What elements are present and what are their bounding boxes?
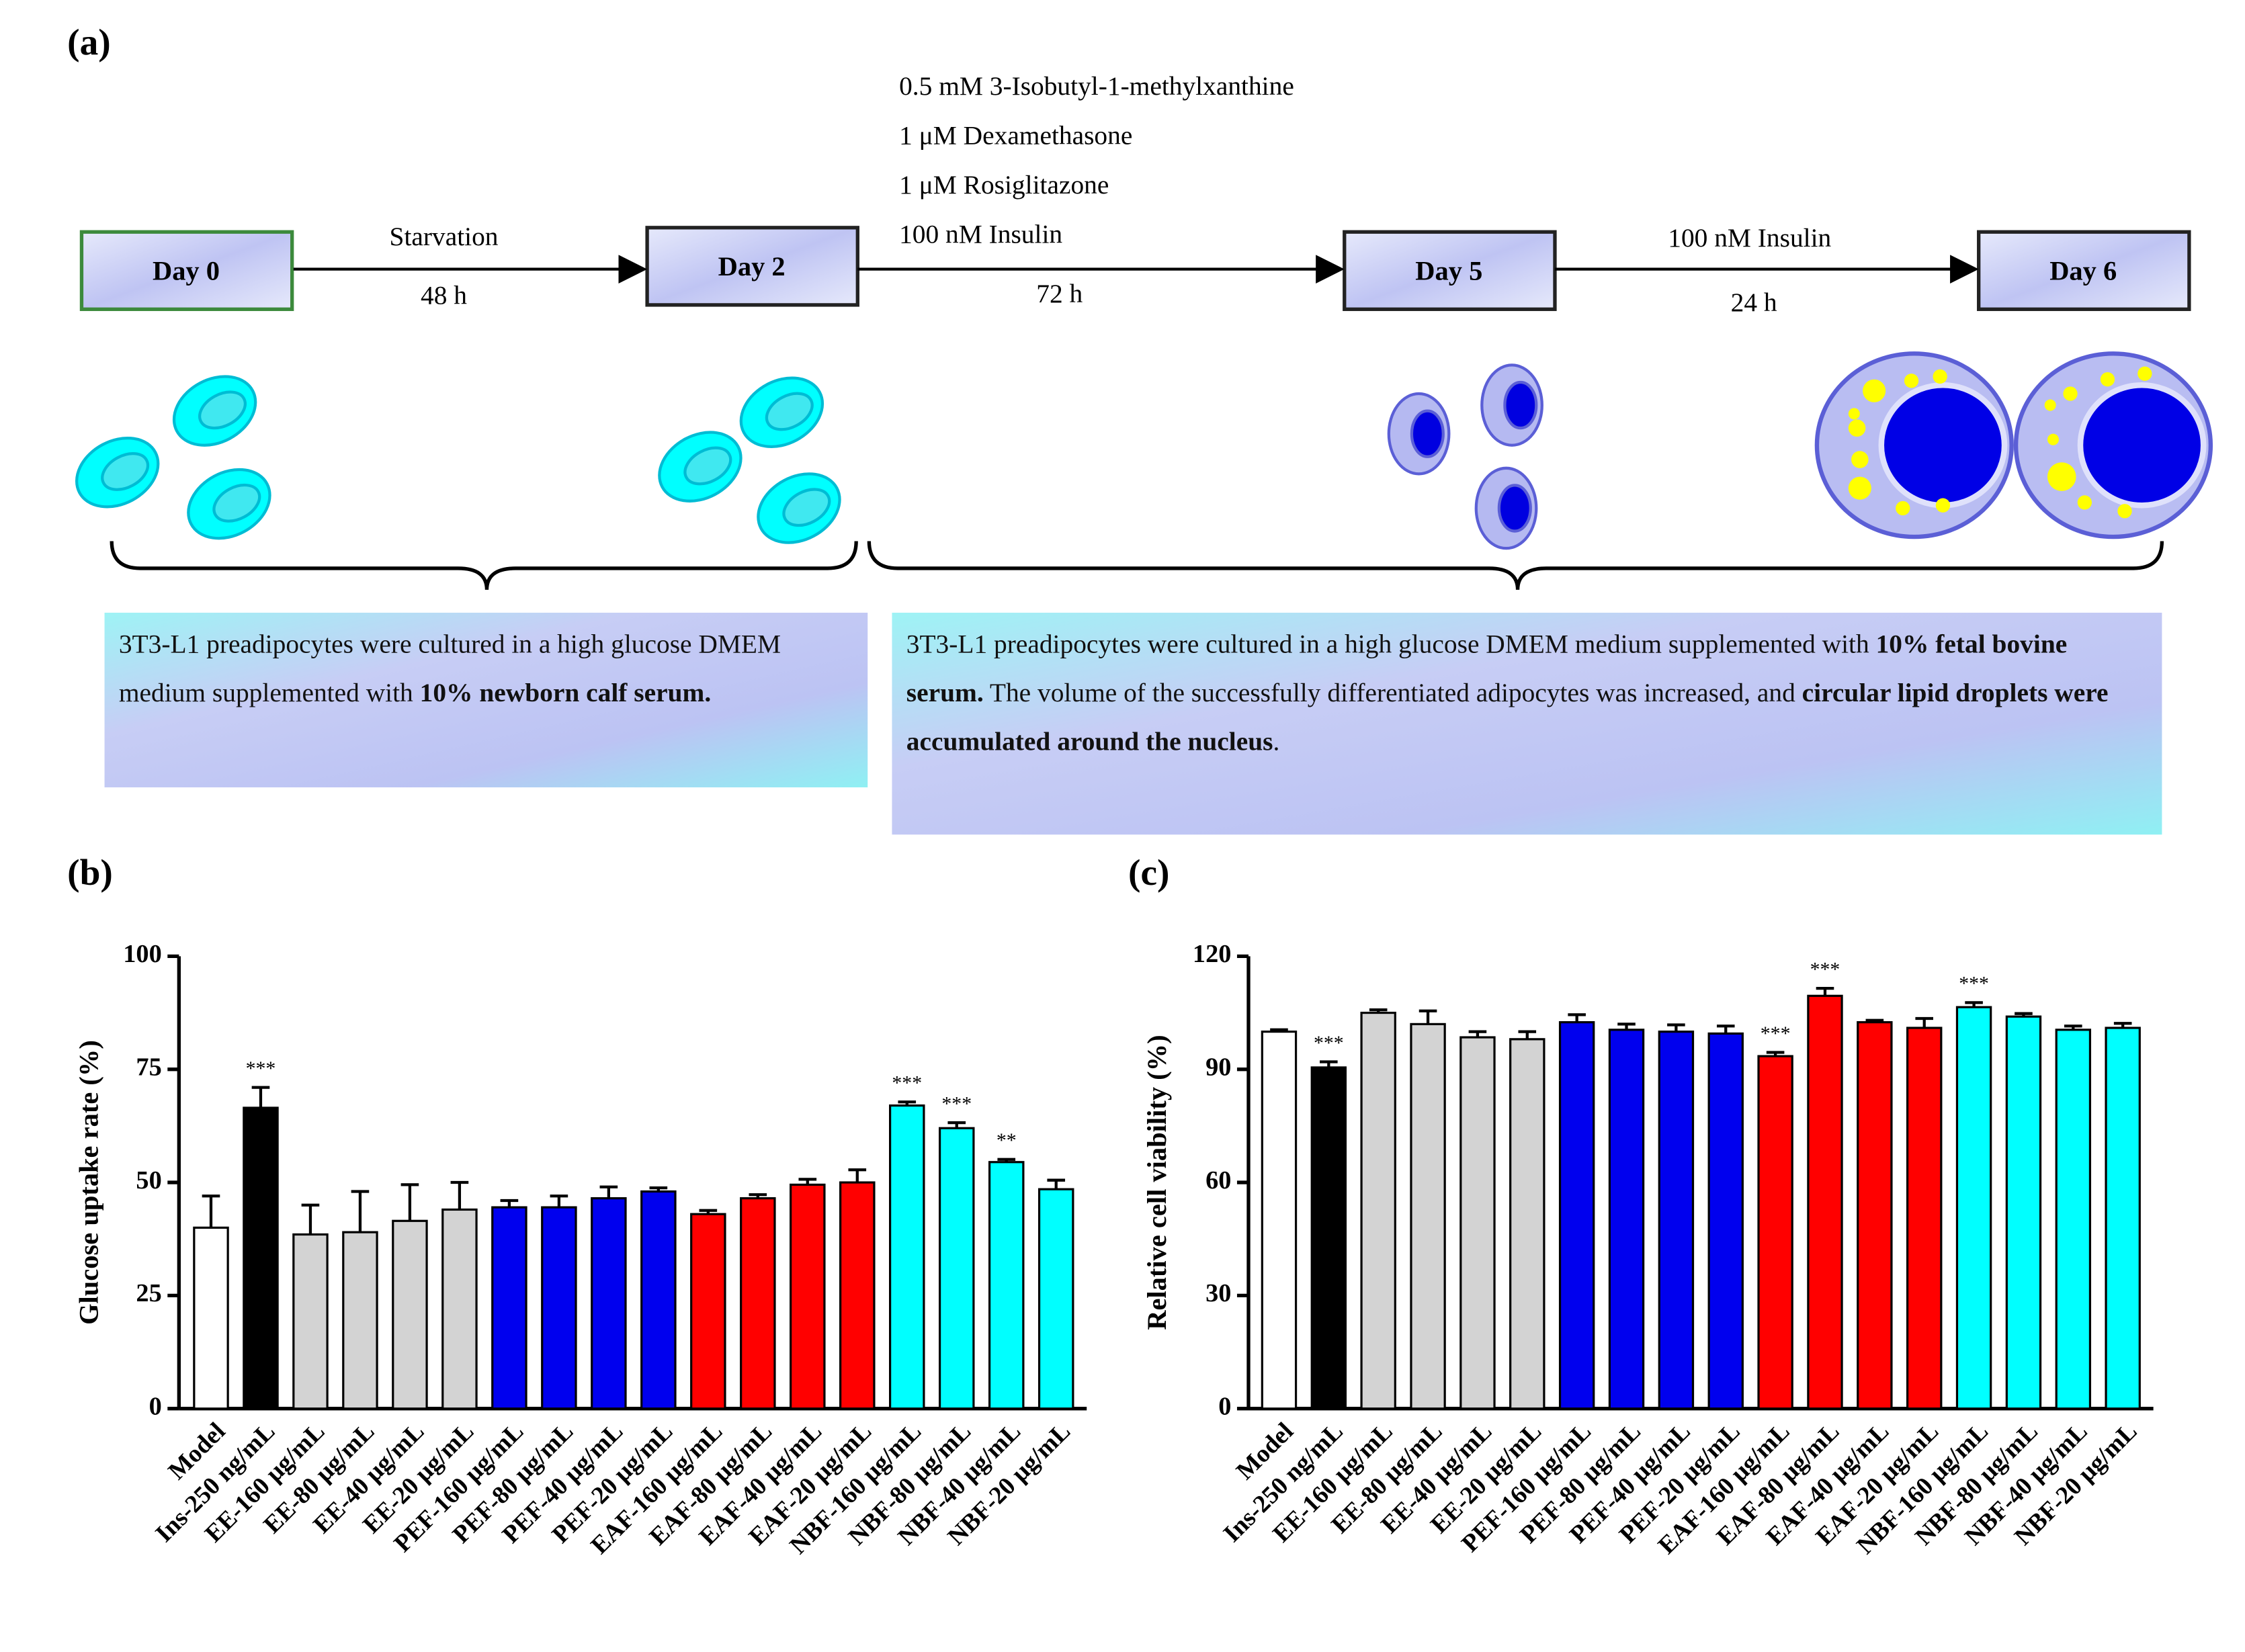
bar <box>1757 1055 1793 1410</box>
bar <box>938 1127 975 1410</box>
step-duration: 72 h <box>1036 279 1083 308</box>
significance-label: *** <box>1761 1023 1791 1045</box>
day-label: Day 2 <box>718 251 786 281</box>
y-tick-label: 0 <box>1218 1393 1231 1421</box>
note-box <box>892 613 2162 835</box>
cells-adipocyte <box>1814 351 2213 539</box>
bar <box>1608 1029 1645 1410</box>
bar <box>988 1161 1025 1410</box>
bar <box>591 1197 627 1410</box>
step-duration: 24 h <box>1731 288 1777 317</box>
y-axis-label: Relative cell viability (%) <box>1142 1035 1172 1330</box>
bar <box>640 1190 677 1410</box>
bar <box>1906 1027 1943 1410</box>
bar <box>2055 1029 2092 1410</box>
y-tick-label: 25 <box>136 1279 161 1307</box>
bar <box>690 1213 726 1410</box>
bar <box>1037 1188 1074 1410</box>
bar <box>1807 994 1843 1410</box>
note-run: 3T3-L1 preadipocytes were cultured in a … <box>906 631 1876 660</box>
significance-label: *** <box>1314 1032 1344 1054</box>
note-text: 3T3-L1 preadipocytes were cultured in a … <box>105 615 868 724</box>
bar <box>2005 1015 2042 1410</box>
panel-label: (b) <box>67 852 113 893</box>
significance-label: *** <box>892 1072 922 1094</box>
note: 3T3-L1 preadipocytes were cultured in a … <box>105 615 868 724</box>
y-tick-label: 50 <box>136 1166 161 1194</box>
bar <box>243 1106 279 1410</box>
note-run: 10% newborn calf serum. <box>419 680 712 709</box>
significance-label: *** <box>941 1092 972 1115</box>
y-tick-label: 100 <box>123 940 162 968</box>
bar <box>441 1208 478 1410</box>
bar <box>193 1226 229 1410</box>
bar <box>889 1104 925 1410</box>
significance-label: *** <box>1810 958 1840 980</box>
bar <box>292 1233 329 1410</box>
y-tick-label: 75 <box>136 1053 161 1082</box>
bar <box>1459 1036 1496 1410</box>
y-axis-label: Glucose uptake rate (%) <box>74 1040 104 1325</box>
brace <box>867 541 2164 591</box>
bar <box>1360 1011 1396 1410</box>
bar <box>392 1219 428 1410</box>
note: 3T3-L1 preadipocytes were cultured in a … <box>892 615 2162 773</box>
y-tick-label: 60 <box>1205 1166 1231 1194</box>
note-box <box>104 613 868 787</box>
step-condition: Starvation <box>390 222 499 251</box>
significance-label: ** <box>997 1129 1017 1151</box>
step-condition: 100 nM Insulin <box>1668 223 1831 253</box>
brace <box>110 541 858 591</box>
note-run: 10% fetal bovine serum. <box>906 631 2068 709</box>
step-condition: 100 nM Insulin <box>899 220 1062 249</box>
note-run: circular lipid droplets were accumulated… <box>906 680 2109 758</box>
day-box <box>1977 230 2191 311</box>
significance-label: *** <box>246 1057 276 1080</box>
bar <box>1410 1023 1446 1410</box>
bar <box>1261 1031 1298 1410</box>
cells-differentiating <box>1387 363 1543 550</box>
note-run: . <box>1273 728 1280 758</box>
bar <box>1955 1006 1992 1410</box>
step-duration: 48 h <box>421 280 467 310</box>
step-condition: 1 μM Dexamethasone <box>899 121 1132 150</box>
bar <box>1558 1020 1595 1410</box>
day-label: Day 5 <box>1415 255 1482 286</box>
note-run: The volume of the successfully different… <box>983 680 1802 709</box>
day-box <box>645 226 859 307</box>
bar <box>790 1183 826 1410</box>
panel-label: (a) <box>67 21 111 62</box>
bar <box>342 1231 378 1410</box>
bar <box>1509 1038 1545 1410</box>
bar <box>1658 1031 1695 1410</box>
bar <box>1310 1066 1347 1410</box>
significance-label: *** <box>1959 973 1989 995</box>
y-tick-label: 90 <box>1205 1053 1231 1082</box>
bar <box>1857 1020 1893 1410</box>
bar <box>541 1206 577 1410</box>
bar <box>740 1197 776 1410</box>
bar <box>491 1206 527 1410</box>
bar <box>2105 1027 2141 1410</box>
day-label: Day 0 <box>153 255 220 286</box>
panel-label: (c) <box>1128 852 1169 893</box>
y-tick-label: 0 <box>149 1393 162 1421</box>
day-box <box>79 230 294 311</box>
y-tick-label: 30 <box>1205 1279 1231 1307</box>
y-tick-label: 120 <box>1193 940 1232 968</box>
cells-preadipocyte <box>75 375 841 544</box>
bar <box>1707 1032 1744 1410</box>
step-condition: 1 μM Rosiglitazone <box>899 170 1109 200</box>
note-run: 3T3-L1 preadipocytes were cultured in a … <box>118 631 781 709</box>
note-text: 3T3-L1 preadipocytes were cultured in a … <box>892 615 2162 773</box>
bar <box>839 1181 876 1410</box>
step-condition: 0.5 mM 3-Isobutyl-1-methylxanthine <box>899 71 1294 101</box>
day-label: Day 6 <box>2049 255 2117 286</box>
